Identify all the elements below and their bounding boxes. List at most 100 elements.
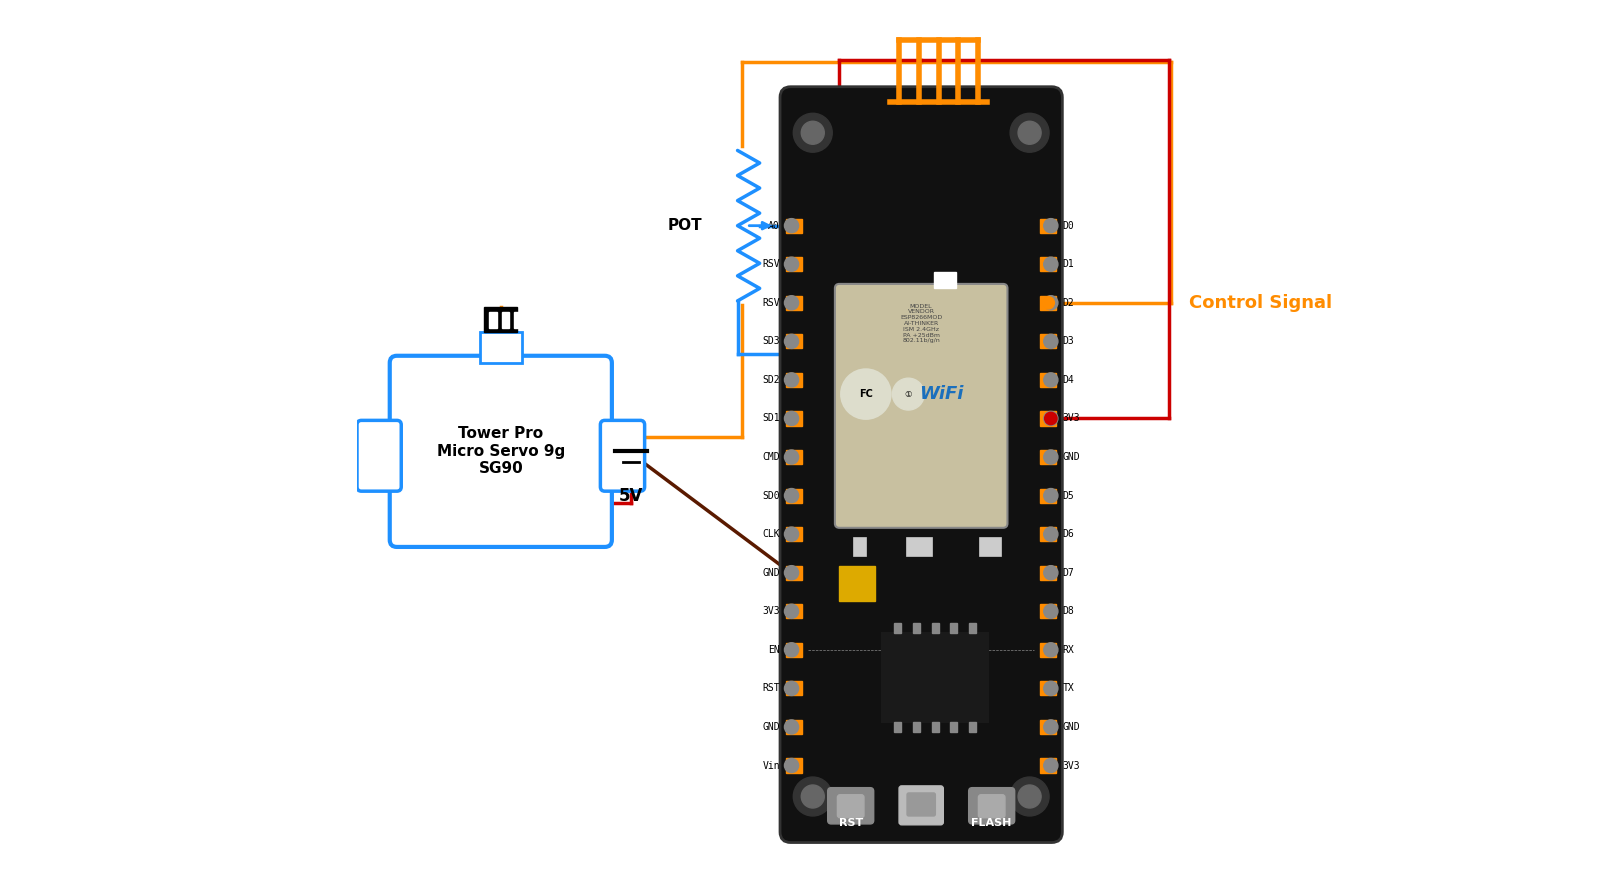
Circle shape bbox=[1044, 373, 1059, 387]
Circle shape bbox=[841, 369, 891, 419]
Bar bbox=[787, 258, 803, 272]
Text: GND: GND bbox=[763, 567, 780, 578]
Text: SD3: SD3 bbox=[763, 336, 780, 346]
Bar bbox=[839, 566, 875, 601]
Text: RSV: RSV bbox=[763, 297, 780, 308]
Bar bbox=[787, 335, 803, 349]
Bar bbox=[913, 722, 919, 733]
Bar bbox=[934, 273, 956, 289]
FancyBboxPatch shape bbox=[828, 788, 873, 824]
FancyBboxPatch shape bbox=[835, 284, 1007, 527]
Bar bbox=[894, 623, 902, 634]
Circle shape bbox=[801, 121, 823, 144]
Text: WiFi: WiFi bbox=[919, 385, 963, 403]
Text: SD2: SD2 bbox=[763, 375, 780, 385]
Circle shape bbox=[1011, 777, 1049, 816]
Text: 5V: 5V bbox=[619, 487, 643, 504]
Circle shape bbox=[1019, 121, 1041, 144]
Bar bbox=[1041, 450, 1057, 464]
Text: Control Signal: Control Signal bbox=[1190, 294, 1332, 312]
Bar bbox=[787, 489, 803, 503]
Text: GND: GND bbox=[1062, 722, 1079, 732]
Text: D7: D7 bbox=[1062, 567, 1075, 578]
Circle shape bbox=[785, 758, 798, 773]
Circle shape bbox=[801, 785, 823, 808]
Text: RX: RX bbox=[1062, 645, 1075, 655]
Bar bbox=[787, 296, 803, 310]
Text: SD0: SD0 bbox=[763, 490, 780, 501]
Bar bbox=[969, 623, 975, 634]
Circle shape bbox=[785, 720, 798, 734]
Bar bbox=[787, 373, 803, 387]
Text: RST: RST bbox=[763, 683, 780, 694]
FancyBboxPatch shape bbox=[390, 356, 612, 547]
Text: 3V3: 3V3 bbox=[1062, 413, 1079, 424]
FancyBboxPatch shape bbox=[899, 786, 943, 825]
Bar bbox=[787, 219, 803, 233]
Bar bbox=[1041, 296, 1057, 310]
Text: D6: D6 bbox=[1062, 529, 1075, 539]
Text: Vin: Vin bbox=[763, 760, 780, 771]
Text: D8: D8 bbox=[1062, 606, 1075, 616]
Circle shape bbox=[785, 604, 798, 619]
Text: POT: POT bbox=[667, 219, 702, 233]
Text: D5: D5 bbox=[1062, 490, 1075, 501]
Circle shape bbox=[1044, 296, 1059, 310]
Bar bbox=[1041, 527, 1057, 542]
Bar bbox=[1041, 720, 1057, 734]
Text: 3V3: 3V3 bbox=[1062, 760, 1079, 771]
Bar bbox=[787, 604, 803, 619]
Bar bbox=[787, 758, 803, 773]
Text: D1: D1 bbox=[1062, 259, 1075, 269]
Circle shape bbox=[1044, 258, 1059, 272]
Bar bbox=[484, 307, 518, 332]
Circle shape bbox=[1044, 335, 1059, 349]
Bar bbox=[1041, 681, 1057, 696]
Text: RSV: RSV bbox=[763, 259, 780, 269]
Text: CLK: CLK bbox=[763, 529, 780, 539]
Circle shape bbox=[1044, 758, 1059, 773]
Text: D4: D4 bbox=[1062, 375, 1075, 385]
Bar bbox=[787, 450, 803, 464]
Bar bbox=[1041, 219, 1057, 233]
Bar bbox=[1041, 566, 1057, 580]
Circle shape bbox=[1044, 412, 1057, 425]
Bar bbox=[950, 722, 958, 733]
Circle shape bbox=[785, 219, 798, 233]
Text: D0: D0 bbox=[1062, 220, 1075, 231]
Bar bbox=[1041, 489, 1057, 503]
FancyBboxPatch shape bbox=[780, 87, 1062, 843]
Circle shape bbox=[785, 643, 798, 657]
Circle shape bbox=[1044, 720, 1059, 734]
Bar bbox=[787, 566, 803, 580]
Circle shape bbox=[1044, 527, 1059, 542]
Text: GND: GND bbox=[1062, 452, 1079, 462]
Circle shape bbox=[785, 527, 798, 542]
Bar bbox=[515, 312, 521, 328]
Circle shape bbox=[1044, 566, 1059, 580]
Bar bbox=[502, 312, 508, 328]
Circle shape bbox=[785, 258, 798, 272]
Bar bbox=[787, 643, 803, 657]
Bar bbox=[1041, 258, 1057, 272]
Text: RST: RST bbox=[838, 818, 863, 828]
Circle shape bbox=[785, 296, 798, 310]
Circle shape bbox=[1044, 604, 1059, 619]
Circle shape bbox=[793, 113, 831, 152]
Circle shape bbox=[785, 681, 798, 696]
Circle shape bbox=[785, 566, 798, 580]
Text: SD1: SD1 bbox=[763, 413, 780, 424]
Text: Tower Pro
Micro Servo 9g
SG90: Tower Pro Micro Servo 9g SG90 bbox=[437, 427, 564, 476]
Circle shape bbox=[1043, 296, 1054, 309]
Text: GND: GND bbox=[763, 722, 780, 732]
Circle shape bbox=[1044, 412, 1059, 426]
Bar bbox=[1041, 758, 1057, 773]
Bar bbox=[852, 537, 867, 557]
Circle shape bbox=[1044, 489, 1059, 503]
FancyBboxPatch shape bbox=[600, 420, 644, 491]
Text: EN: EN bbox=[768, 645, 780, 655]
Text: MODEL
VENDOR
ESP8266MOD
AI-THINKER
ISM 2.4GHz
PA +25dBm
802.11b/g/n: MODEL VENDOR ESP8266MOD AI-THINKER ISM 2… bbox=[900, 304, 942, 343]
Text: A0: A0 bbox=[768, 220, 780, 231]
Text: TX: TX bbox=[1062, 683, 1075, 694]
FancyBboxPatch shape bbox=[979, 795, 1004, 818]
